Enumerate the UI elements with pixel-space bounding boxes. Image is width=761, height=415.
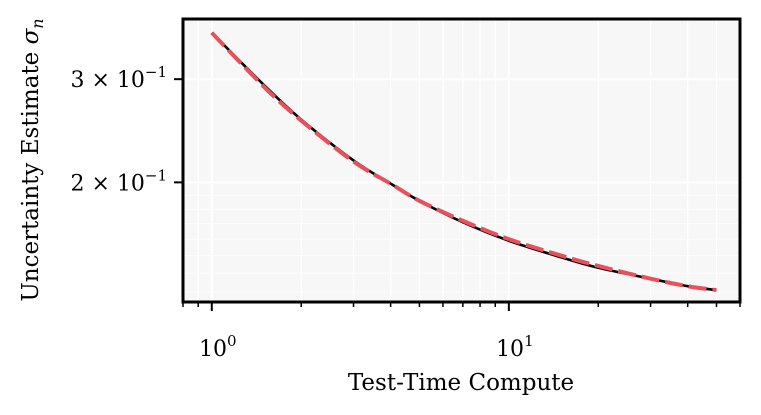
- y-tick-label-exponent: −1: [145, 166, 167, 184]
- grid-lines: [182, 19, 741, 302]
- plot-area: [183, 19, 740, 302]
- y-axis-label: Uncertainty Estimate σn: [18, 18, 47, 301]
- x-axis-label: Test-Time Compute: [348, 370, 574, 396]
- y-tick-label-mantissa: 3 × 10: [70, 68, 144, 93]
- x-tick-label-exponent: 1: [524, 332, 534, 350]
- y-tick-label: 3 × 10−1: [70, 63, 167, 93]
- y-axis-label-text: Uncertainty Estimate: [18, 44, 44, 301]
- x-tick-label-base: 10: [199, 337, 227, 362]
- y-axis-label-symbol: σ: [18, 27, 44, 44]
- x-tick-label: 101: [496, 332, 534, 362]
- y-tick-label-mantissa: 2 × 10: [70, 171, 144, 196]
- y-tick-label: 2 × 10−1: [70, 166, 167, 196]
- series-line-dashed: [210, 31, 717, 293]
- series-layer: [210, 31, 717, 293]
- x-tick-label-base: 10: [496, 337, 524, 362]
- plot-frame: [181, 17, 742, 304]
- x-tick-label-exponent: 0: [227, 332, 237, 350]
- tick-marks: [174, 78, 741, 311]
- y-tick-label-exponent: −1: [145, 63, 167, 81]
- x-tick-label: 100: [199, 332, 237, 362]
- y-axis-label-subscript: n: [28, 18, 47, 28]
